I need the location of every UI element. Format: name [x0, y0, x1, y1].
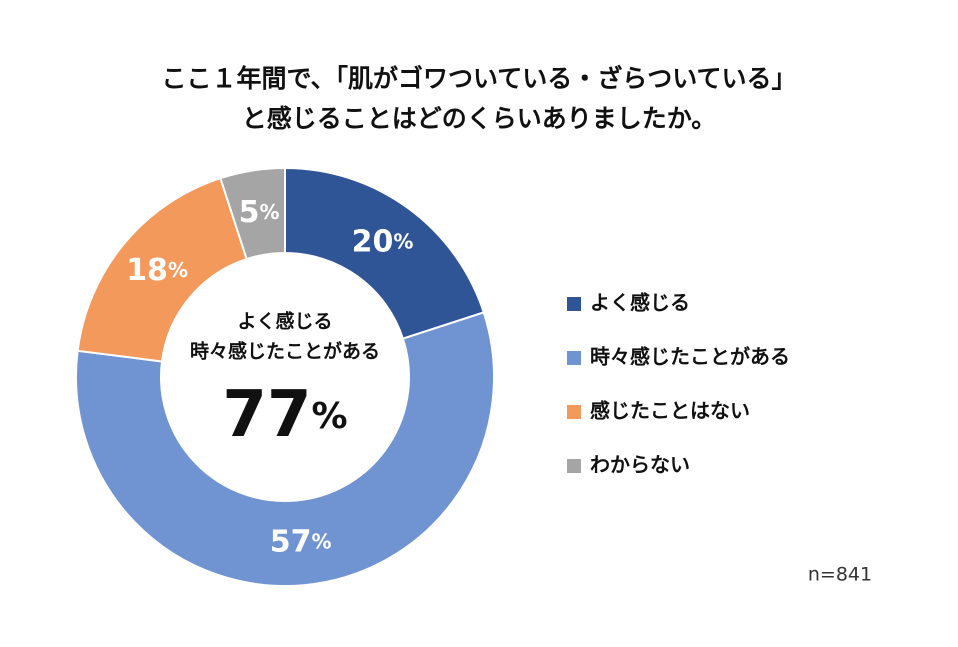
center-text: 時々感じたことがある — [190, 340, 380, 363]
legend-label: わからない — [590, 453, 690, 477]
data-label: 20% — [352, 224, 414, 259]
data-label: 18% — [126, 253, 188, 288]
center-text: よく感じる — [237, 310, 332, 333]
chart-title: ここ１年間で、「肌がゴワついている・ざらついている」 — [161, 64, 796, 93]
donut-segment — [75, 311, 495, 587]
donut-segment — [219, 166, 286, 261]
center-value: 77% — [222, 378, 347, 452]
legend-swatch — [567, 405, 581, 419]
legend-swatch — [567, 459, 581, 473]
legend-label: よく感じる — [590, 291, 690, 315]
legend-swatch — [567, 297, 581, 311]
legend-swatch — [567, 351, 581, 365]
legend-label: 時々感じたことがある — [590, 345, 790, 369]
data-label: 57% — [270, 524, 332, 559]
note: n=841 — [808, 564, 872, 586]
legend-label: 感じたことはない — [590, 399, 750, 423]
chart-title: と感じることはどのくらいありましたか。 — [242, 104, 717, 133]
donut-segment — [284, 166, 486, 340]
data-label: 5% — [239, 195, 280, 230]
